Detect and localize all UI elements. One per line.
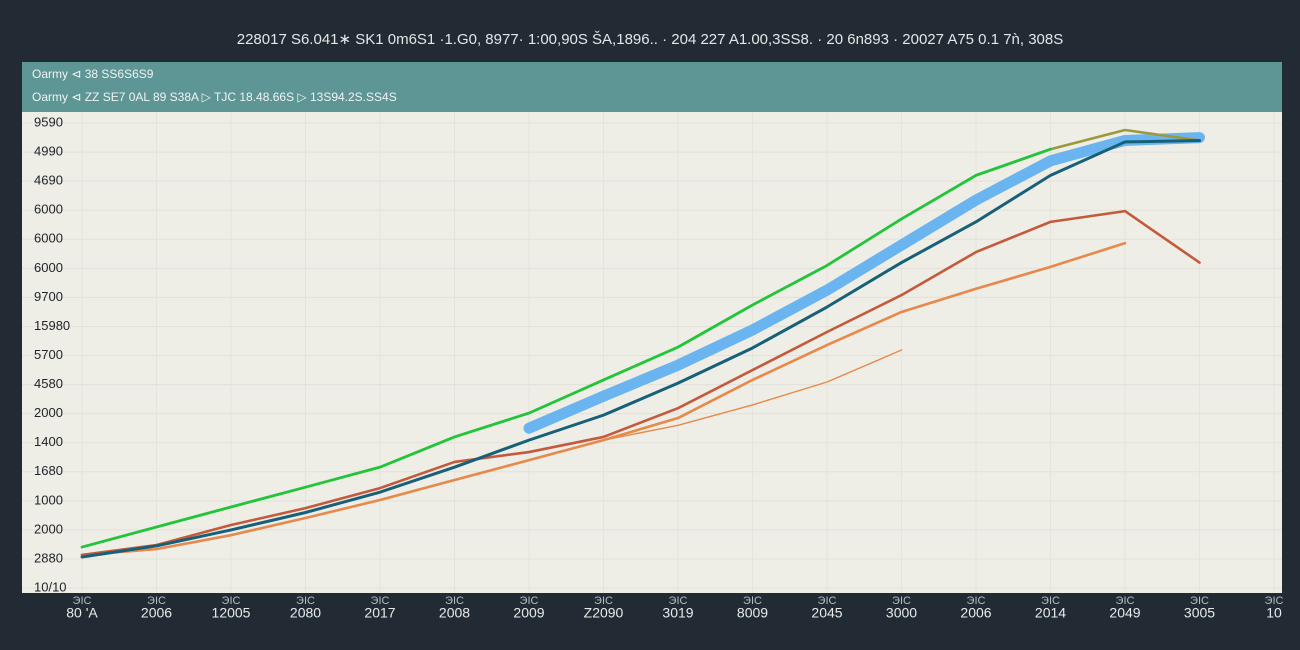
series-line bbox=[80, 209, 1201, 557]
x-tick-label: 2006 bbox=[141, 605, 172, 621]
x-tick-sublabel: ЭIC bbox=[1041, 595, 1060, 607]
x-tick-sublabel: ЭIC bbox=[1265, 595, 1284, 607]
x-tick-label: 80 'A bbox=[66, 605, 98, 621]
x-tick-sublabel: ЭIC bbox=[669, 595, 688, 607]
y-tick-label: 4580 bbox=[34, 376, 63, 391]
x-tick-label: 2045 bbox=[811, 605, 842, 621]
x-tick-label: 2017 bbox=[364, 605, 395, 621]
y-tick-label: 6000 bbox=[34, 231, 63, 246]
x-tick-label: 3019 bbox=[662, 605, 693, 621]
x-tick-label: Z2090 bbox=[584, 605, 624, 621]
y-tick-label: 1680 bbox=[34, 463, 63, 478]
x-tick-sublabel: ЭIC bbox=[967, 595, 986, 607]
series-line bbox=[80, 147, 1052, 549]
y-tick-label: 9590 bbox=[34, 114, 63, 129]
x-tick-label: 2006 bbox=[960, 605, 991, 621]
x-tick-label: 2014 bbox=[1035, 605, 1066, 621]
legend-bar bbox=[22, 62, 1282, 112]
x-tick-sublabel: ЭIC bbox=[1116, 595, 1135, 607]
x-tick-sublabel: ЭIC bbox=[892, 595, 911, 607]
legend-text: Oarmy ⊲ ZZ SE7 0AL 89 S38A ▷ TJC 18.48.6… bbox=[32, 90, 397, 104]
y-tick-label: 2880 bbox=[34, 550, 63, 565]
series-line bbox=[80, 138, 1201, 559]
x-tick-label: 10 bbox=[1266, 605, 1282, 621]
x-tick-label: 8009 bbox=[737, 605, 768, 621]
x-tick-label: 3000 bbox=[886, 605, 917, 621]
series-line bbox=[523, 132, 1205, 434]
y-tick-label: 1400 bbox=[34, 434, 63, 449]
y-tick-label: 6000 bbox=[34, 202, 63, 217]
y-tick-label: 2000 bbox=[34, 521, 63, 536]
y-tick-label: 2000 bbox=[34, 405, 63, 420]
y-tick-label: 4990 bbox=[34, 144, 63, 159]
y-tick-label: 10/10 bbox=[34, 579, 67, 594]
x-tick-label: 2080 bbox=[290, 605, 321, 621]
x-tick-sublabel: ЭIC bbox=[445, 595, 464, 607]
x-tick-label: 2049 bbox=[1109, 605, 1140, 621]
y-tick-label: 15980 bbox=[34, 318, 70, 333]
x-tick-sublabel: ЭIC bbox=[222, 595, 241, 607]
y-tick-label: 5700 bbox=[34, 347, 63, 362]
x-tick-label: 2009 bbox=[513, 605, 544, 621]
plot-area bbox=[22, 112, 1282, 593]
x-tick-sublabel: ЭIC bbox=[818, 595, 837, 607]
chart-title: 228017 S6.041∗ SK1 0m6S1 ·1.G0, 8977· 1:… bbox=[237, 31, 1064, 48]
x-tick-sublabel: ЭIC bbox=[1190, 595, 1209, 607]
y-tick-label: 4690 bbox=[34, 173, 63, 188]
x-tick-sublabel: ЭIC bbox=[520, 595, 539, 607]
x-tick-sublabel: ЭIC bbox=[371, 595, 390, 607]
x-tick-sublabel: ЭIC bbox=[147, 595, 166, 607]
x-tick-sublabel: ЭIC bbox=[743, 595, 762, 607]
legend-text: Oarmy ⊲ 38 SS6S6S9 bbox=[32, 67, 154, 81]
x-tick-sublabel: ЭIC bbox=[296, 595, 315, 607]
x-tick-label: 2008 bbox=[439, 605, 470, 621]
y-tick-label: 9700 bbox=[34, 289, 63, 304]
series-line bbox=[80, 241, 1127, 557]
x-tick-sublabel: ЭIC bbox=[594, 595, 613, 607]
series-line bbox=[602, 349, 903, 441]
x-tick-label: 3005 bbox=[1184, 605, 1215, 621]
y-tick-label: 1000 bbox=[34, 492, 63, 507]
x-tick-label: 12005 bbox=[212, 605, 251, 621]
x-tick-sublabel: ЭIC bbox=[73, 595, 92, 607]
y-tick-label: 6000 bbox=[34, 260, 63, 275]
